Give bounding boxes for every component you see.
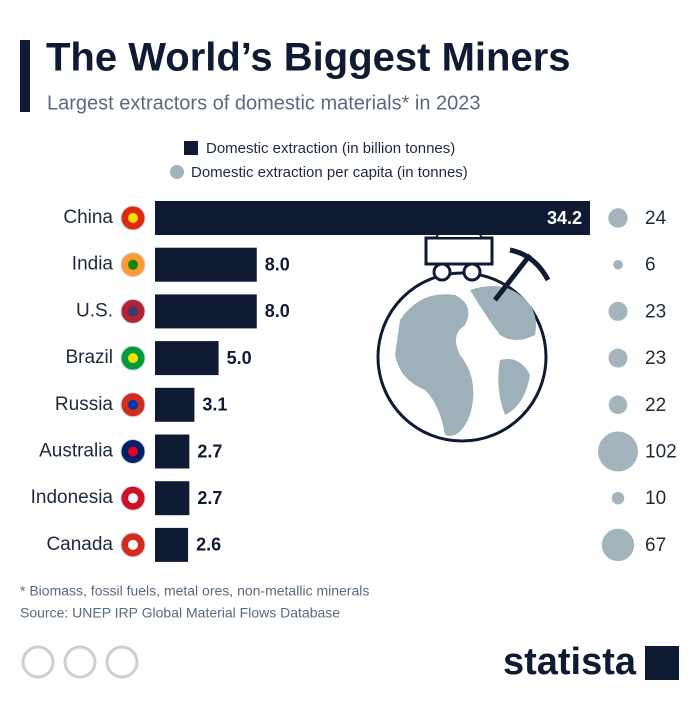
flag-icon xyxy=(128,539,138,550)
value-label: 8.0 xyxy=(265,254,290,274)
category-label: China xyxy=(63,207,113,228)
value-label: 8.0 xyxy=(265,301,290,321)
value-label: 2.6 xyxy=(196,535,221,555)
bar xyxy=(155,201,590,235)
bubble xyxy=(598,431,638,472)
category-label: Australia xyxy=(39,441,113,462)
flag-icon xyxy=(128,399,138,410)
value-label: 3.1 xyxy=(202,395,227,415)
brand-mark xyxy=(645,646,679,680)
flag-icon xyxy=(128,259,138,270)
brand-logo: statista xyxy=(503,641,637,683)
bubble-label: 6 xyxy=(645,255,656,276)
legend-swatch xyxy=(170,165,184,179)
value-label: 5.0 xyxy=(227,348,252,368)
globe-illustration xyxy=(376,222,551,443)
bubble xyxy=(613,259,623,270)
bubble xyxy=(608,208,628,228)
bubble-label: 10 xyxy=(645,488,666,509)
bubble-label: 67 xyxy=(645,535,666,556)
bubble-label: 102 xyxy=(645,442,677,463)
bar xyxy=(155,387,195,422)
category-label: Canada xyxy=(46,534,113,555)
bubble xyxy=(608,348,628,368)
bar xyxy=(155,527,189,562)
legend-swatch xyxy=(184,141,198,155)
title-accent xyxy=(20,40,30,112)
footnote: * Biomass, fossil fuels, metal ores, non… xyxy=(20,583,369,599)
category-label: Brazil xyxy=(65,347,113,368)
flag-icon xyxy=(128,306,138,317)
chart-subtitle: Largest extractors of domestic materials… xyxy=(47,92,481,114)
legend-label: Domestic extraction per capita (in tonne… xyxy=(191,164,468,181)
bubble xyxy=(601,528,635,562)
bubble xyxy=(608,301,628,321)
chart-title: The World’s Biggest Miners xyxy=(46,36,571,80)
flag-icon xyxy=(128,353,138,364)
category-label: India xyxy=(72,254,114,275)
value-label: 2.7 xyxy=(197,488,222,508)
source: Source: UNEP IRP Global Material Flows D… xyxy=(20,605,340,621)
license-icons xyxy=(21,645,139,679)
bar xyxy=(155,481,190,516)
flag-icon xyxy=(128,493,138,504)
value-label: 2.7 xyxy=(197,441,222,461)
bubble-label: 23 xyxy=(645,301,666,322)
bubble-label: 24 xyxy=(645,208,667,229)
flag-icon xyxy=(128,446,138,457)
category-label: Russia xyxy=(55,394,114,415)
bar xyxy=(155,341,219,376)
bubble-label: 23 xyxy=(645,348,666,369)
bubble xyxy=(611,491,625,505)
category-label: Indonesia xyxy=(31,487,114,508)
bar xyxy=(155,434,190,469)
category-label: U.S. xyxy=(76,300,113,321)
bar xyxy=(155,294,257,329)
value-label: 34.2 xyxy=(547,208,582,228)
bar xyxy=(155,247,257,282)
flag-icon xyxy=(128,213,138,223)
bubble-label: 22 xyxy=(645,395,666,416)
legend-label: Domestic extraction (in billion tonnes) xyxy=(206,140,455,157)
bubble xyxy=(608,395,628,415)
